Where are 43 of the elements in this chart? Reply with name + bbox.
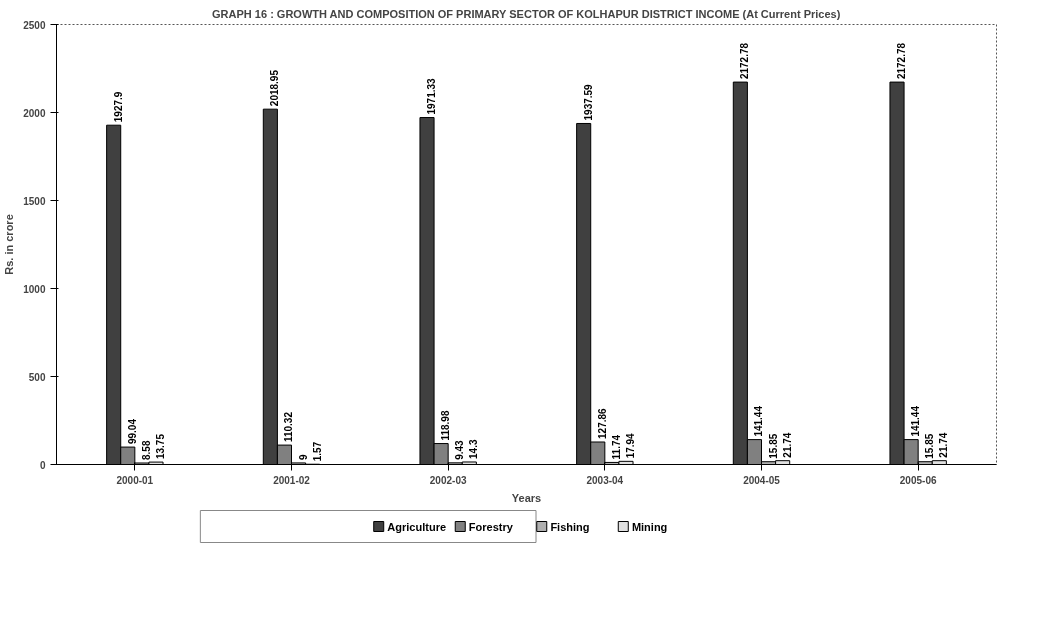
data-label: 13.75	[154, 433, 166, 460]
data-label: 1.57	[311, 441, 323, 462]
y-tick-label: 2000	[23, 107, 46, 119]
data-label: 1971.33	[426, 77, 438, 115]
data-label: 1937.59	[582, 83, 594, 121]
data-label: 2172.78	[896, 42, 908, 80]
data-label: 11.74	[610, 434, 622, 460]
y-axis-title: Rs. in crore	[3, 214, 16, 275]
data-label: 99.04	[126, 418, 138, 445]
x-tick-label: 2002-03	[429, 474, 467, 486]
data-label: 141.44	[910, 405, 922, 437]
legend-label: Agriculture	[387, 520, 447, 533]
data-label: 110.32	[283, 411, 295, 443]
data-label: 17.94	[624, 432, 636, 459]
x-tick-label: 2001-02	[273, 474, 311, 486]
x-axis-title: Years	[511, 491, 542, 504]
data-label: 9.43	[454, 439, 466, 460]
y-tick-label: 1500	[23, 195, 46, 207]
legend-label: Forestry	[468, 520, 514, 533]
data-label: 2018.95	[269, 69, 281, 107]
x-tick-label: 2005-06	[899, 474, 937, 486]
data-label: 15.85	[767, 433, 779, 459]
x-tick-label: 2004-05	[743, 474, 781, 486]
y-tick-label: 1000	[23, 283, 46, 295]
legend-label: Fishing	[550, 520, 590, 533]
data-label: 141.44	[753, 405, 765, 437]
data-label: 21.74	[781, 432, 793, 458]
y-tick-label: 2500	[23, 19, 46, 31]
x-tick-label: 2000-01	[116, 474, 154, 486]
data-label: 127.86	[596, 407, 608, 439]
data-label: 9	[297, 453, 309, 460]
data-label: 15.85	[924, 433, 936, 459]
y-tick-label: 500	[28, 371, 46, 383]
data-label: 118.98	[440, 410, 452, 441]
legend-label: Mining	[631, 520, 668, 533]
y-tick-label: 0	[39, 459, 46, 471]
data-label: 1927.9	[112, 91, 124, 123]
data-label: 8.58	[140, 440, 152, 460]
chart-title: GRAPH 16 : GROWTH AND COMPOSITION OF PRIMARY SECTOR OF KOLHAPUR DISTRICT INCOME (At Current Prices)	[212, 7, 841, 20]
data-label: 21.74	[938, 432, 950, 458]
data-label: 2172.78	[739, 42, 751, 80]
x-tick-label: 2003-04	[586, 474, 624, 486]
data-label: 14.3	[468, 439, 480, 459]
